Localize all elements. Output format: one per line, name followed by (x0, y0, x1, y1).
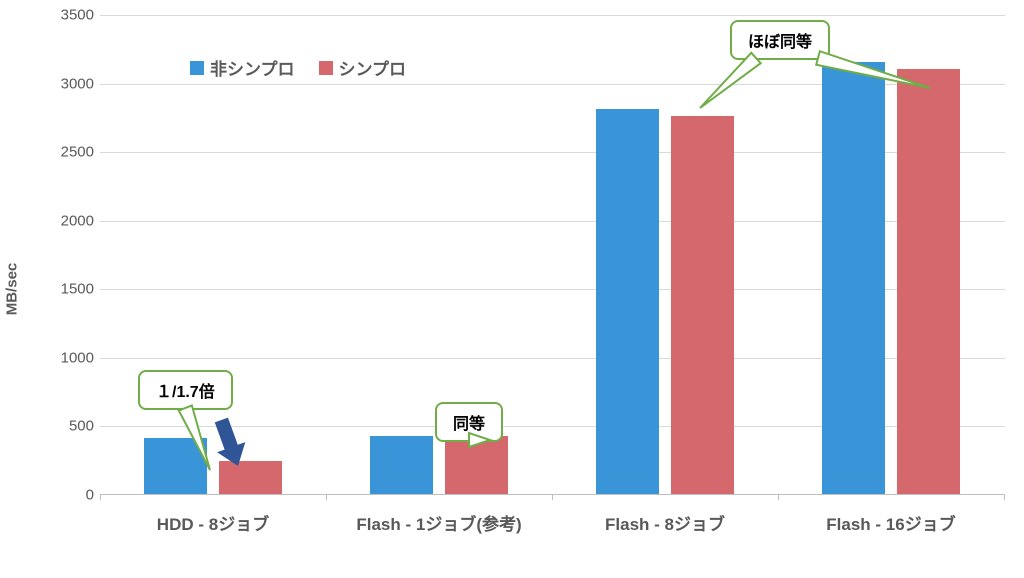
legend-item: 非シンプロ (190, 55, 295, 80)
x-tick-mark (1004, 494, 1005, 500)
bar-シンプロ (897, 69, 960, 494)
x-tick-mark (552, 494, 553, 500)
y-tick-label: 500 (34, 418, 94, 435)
y-tick-label: 0 (34, 487, 94, 504)
bar-非シンプロ (370, 436, 433, 494)
x-tick-mark (326, 494, 327, 500)
x-category-label: Flash - 1ジョブ(参考) (356, 510, 521, 535)
x-category-label: HDD - 8ジョブ (157, 510, 269, 535)
legend-label: シンプロ (339, 55, 407, 80)
legend-swatch (190, 61, 204, 75)
legend-swatch (319, 61, 333, 75)
bar-シンプロ (445, 436, 508, 494)
bar-非シンプロ (822, 62, 885, 494)
callout-bubble: 同等 (435, 402, 503, 442)
callout-bubble: ほぼ同等 (730, 20, 830, 60)
legend-label: 非シンプロ (210, 55, 295, 80)
y-tick-label: 3500 (34, 7, 94, 24)
gridline (100, 15, 1005, 16)
y-tick-label: 1500 (34, 281, 94, 298)
plot-area (100, 15, 1005, 495)
x-category-label: Flash - 8ジョブ (605, 510, 725, 535)
bar-シンプロ (219, 461, 282, 494)
callout-bubble: １/1.7倍 (138, 370, 233, 410)
y-axis-label: MB/sec (4, 263, 21, 316)
x-category-label: Flash - 16ジョブ (826, 510, 955, 535)
chart-container: MB/sec 非シンプロ シンプロ 0 500 1000 1500 2000 2500 300… (0, 0, 1024, 578)
bar-シンプロ (671, 116, 734, 495)
bar-非シンプロ (596, 109, 659, 494)
y-tick-label: 2500 (34, 144, 94, 161)
y-tick-label: 3000 (34, 75, 94, 92)
legend-item: シンプロ (319, 55, 407, 80)
x-tick-mark (778, 494, 779, 500)
y-tick-label: 2000 (34, 212, 94, 229)
x-tick-mark (100, 494, 101, 500)
y-tick-label: 1000 (34, 349, 94, 366)
legend: 非シンプロ シンプロ (190, 55, 406, 80)
bar-非シンプロ (144, 438, 207, 494)
